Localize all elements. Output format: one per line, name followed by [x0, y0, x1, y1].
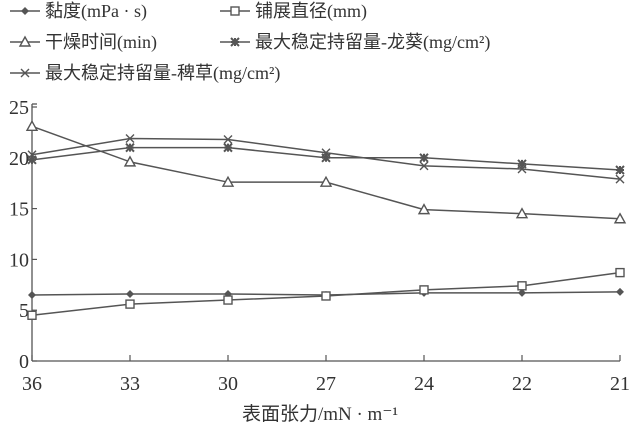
y-tick-label: 10	[9, 249, 29, 271]
data-point	[615, 165, 625, 175]
legend-item: 黏度(mPa · s)	[10, 1, 147, 22]
x-tick-label: 22	[512, 373, 532, 395]
data-point	[28, 290, 36, 299]
data-point	[223, 142, 233, 153]
series-2	[25, 119, 627, 224]
data-point	[223, 295, 233, 305]
data-point	[517, 281, 527, 291]
data-point	[517, 159, 527, 169]
data-point	[27, 150, 37, 160]
data-point	[613, 212, 627, 224]
data-point	[223, 135, 233, 145]
y-tick-label: 5	[19, 300, 29, 322]
x-tick-label: 33	[120, 373, 140, 395]
data-point	[615, 174, 625, 184]
legend-item: 干燥时间(min)	[10, 32, 157, 53]
y-tick-label: 15	[9, 199, 29, 221]
y-tick-label: 0	[19, 351, 29, 373]
x-tick-label: 24	[414, 373, 434, 395]
data-point	[27, 155, 37, 165]
data-point	[321, 291, 331, 301]
legend-item: 最大稳定持留量-龙葵(mg/cm²)	[220, 32, 490, 53]
data-point	[518, 288, 526, 297]
legend-label: 黏度(mPa · s)	[45, 1, 147, 22]
data-point	[126, 289, 134, 298]
data-point	[615, 267, 625, 278]
data-point	[419, 285, 429, 295]
series-4	[27, 134, 625, 184]
data-point	[125, 134, 135, 143]
data-point	[517, 164, 527, 174]
legend-label: 最大稳定持留量-龙葵(mg/cm²)	[255, 32, 490, 53]
data-point	[419, 161, 429, 171]
series-3	[27, 142, 625, 175]
x-tick-label: 30	[218, 373, 238, 395]
y-tick-label: 20	[9, 148, 29, 170]
legend-label: 干燥时间(min)	[45, 32, 157, 53]
data-point	[123, 155, 137, 167]
y-tick-label: 25	[9, 97, 29, 119]
data-point	[417, 203, 431, 215]
axes: 0 5 10 15 20 25 36 33 30 27 24 22 21	[9, 97, 630, 395]
data-point	[319, 175, 333, 187]
legend-label: 铺展直径(mm)	[255, 1, 367, 22]
legend-marker-asterisk-icon	[230, 37, 240, 47]
data-point	[25, 119, 39, 132]
legend-item: 最大稳定持留量-稗草(mg/cm²)	[10, 63, 280, 84]
x-tick-label: 21	[610, 373, 630, 395]
series-group	[25, 119, 627, 320]
data-point	[125, 142, 135, 153]
data-point	[27, 310, 37, 320]
legend-marker-x-icon	[20, 68, 30, 78]
legend-marker-square-icon	[230, 6, 240, 16]
series-1	[27, 267, 625, 320]
legend: 黏度(mPa · s) 铺展直径(mm) 干燥时间(min) 最大稳定持留量-龙葵(m…	[10, 1, 490, 84]
x-tick-label: 27	[316, 373, 336, 395]
legend-label: 最大稳定持留量-稗草(mg/cm²)	[45, 63, 280, 84]
x-axis-label: 表面张力/mN · m⁻¹	[242, 403, 398, 425]
data-point	[515, 207, 529, 219]
data-point	[321, 148, 331, 158]
data-point	[419, 153, 429, 163]
data-point	[221, 175, 235, 187]
x-tick-label: 36	[22, 373, 42, 395]
data-point	[616, 287, 624, 296]
legend-marker-triangle-icon	[18, 35, 32, 47]
data-point	[321, 153, 331, 163]
legend-marker-diamond-icon	[21, 7, 29, 15]
data-point	[125, 299, 135, 309]
legend-item: 铺展直径(mm)	[220, 1, 367, 22]
